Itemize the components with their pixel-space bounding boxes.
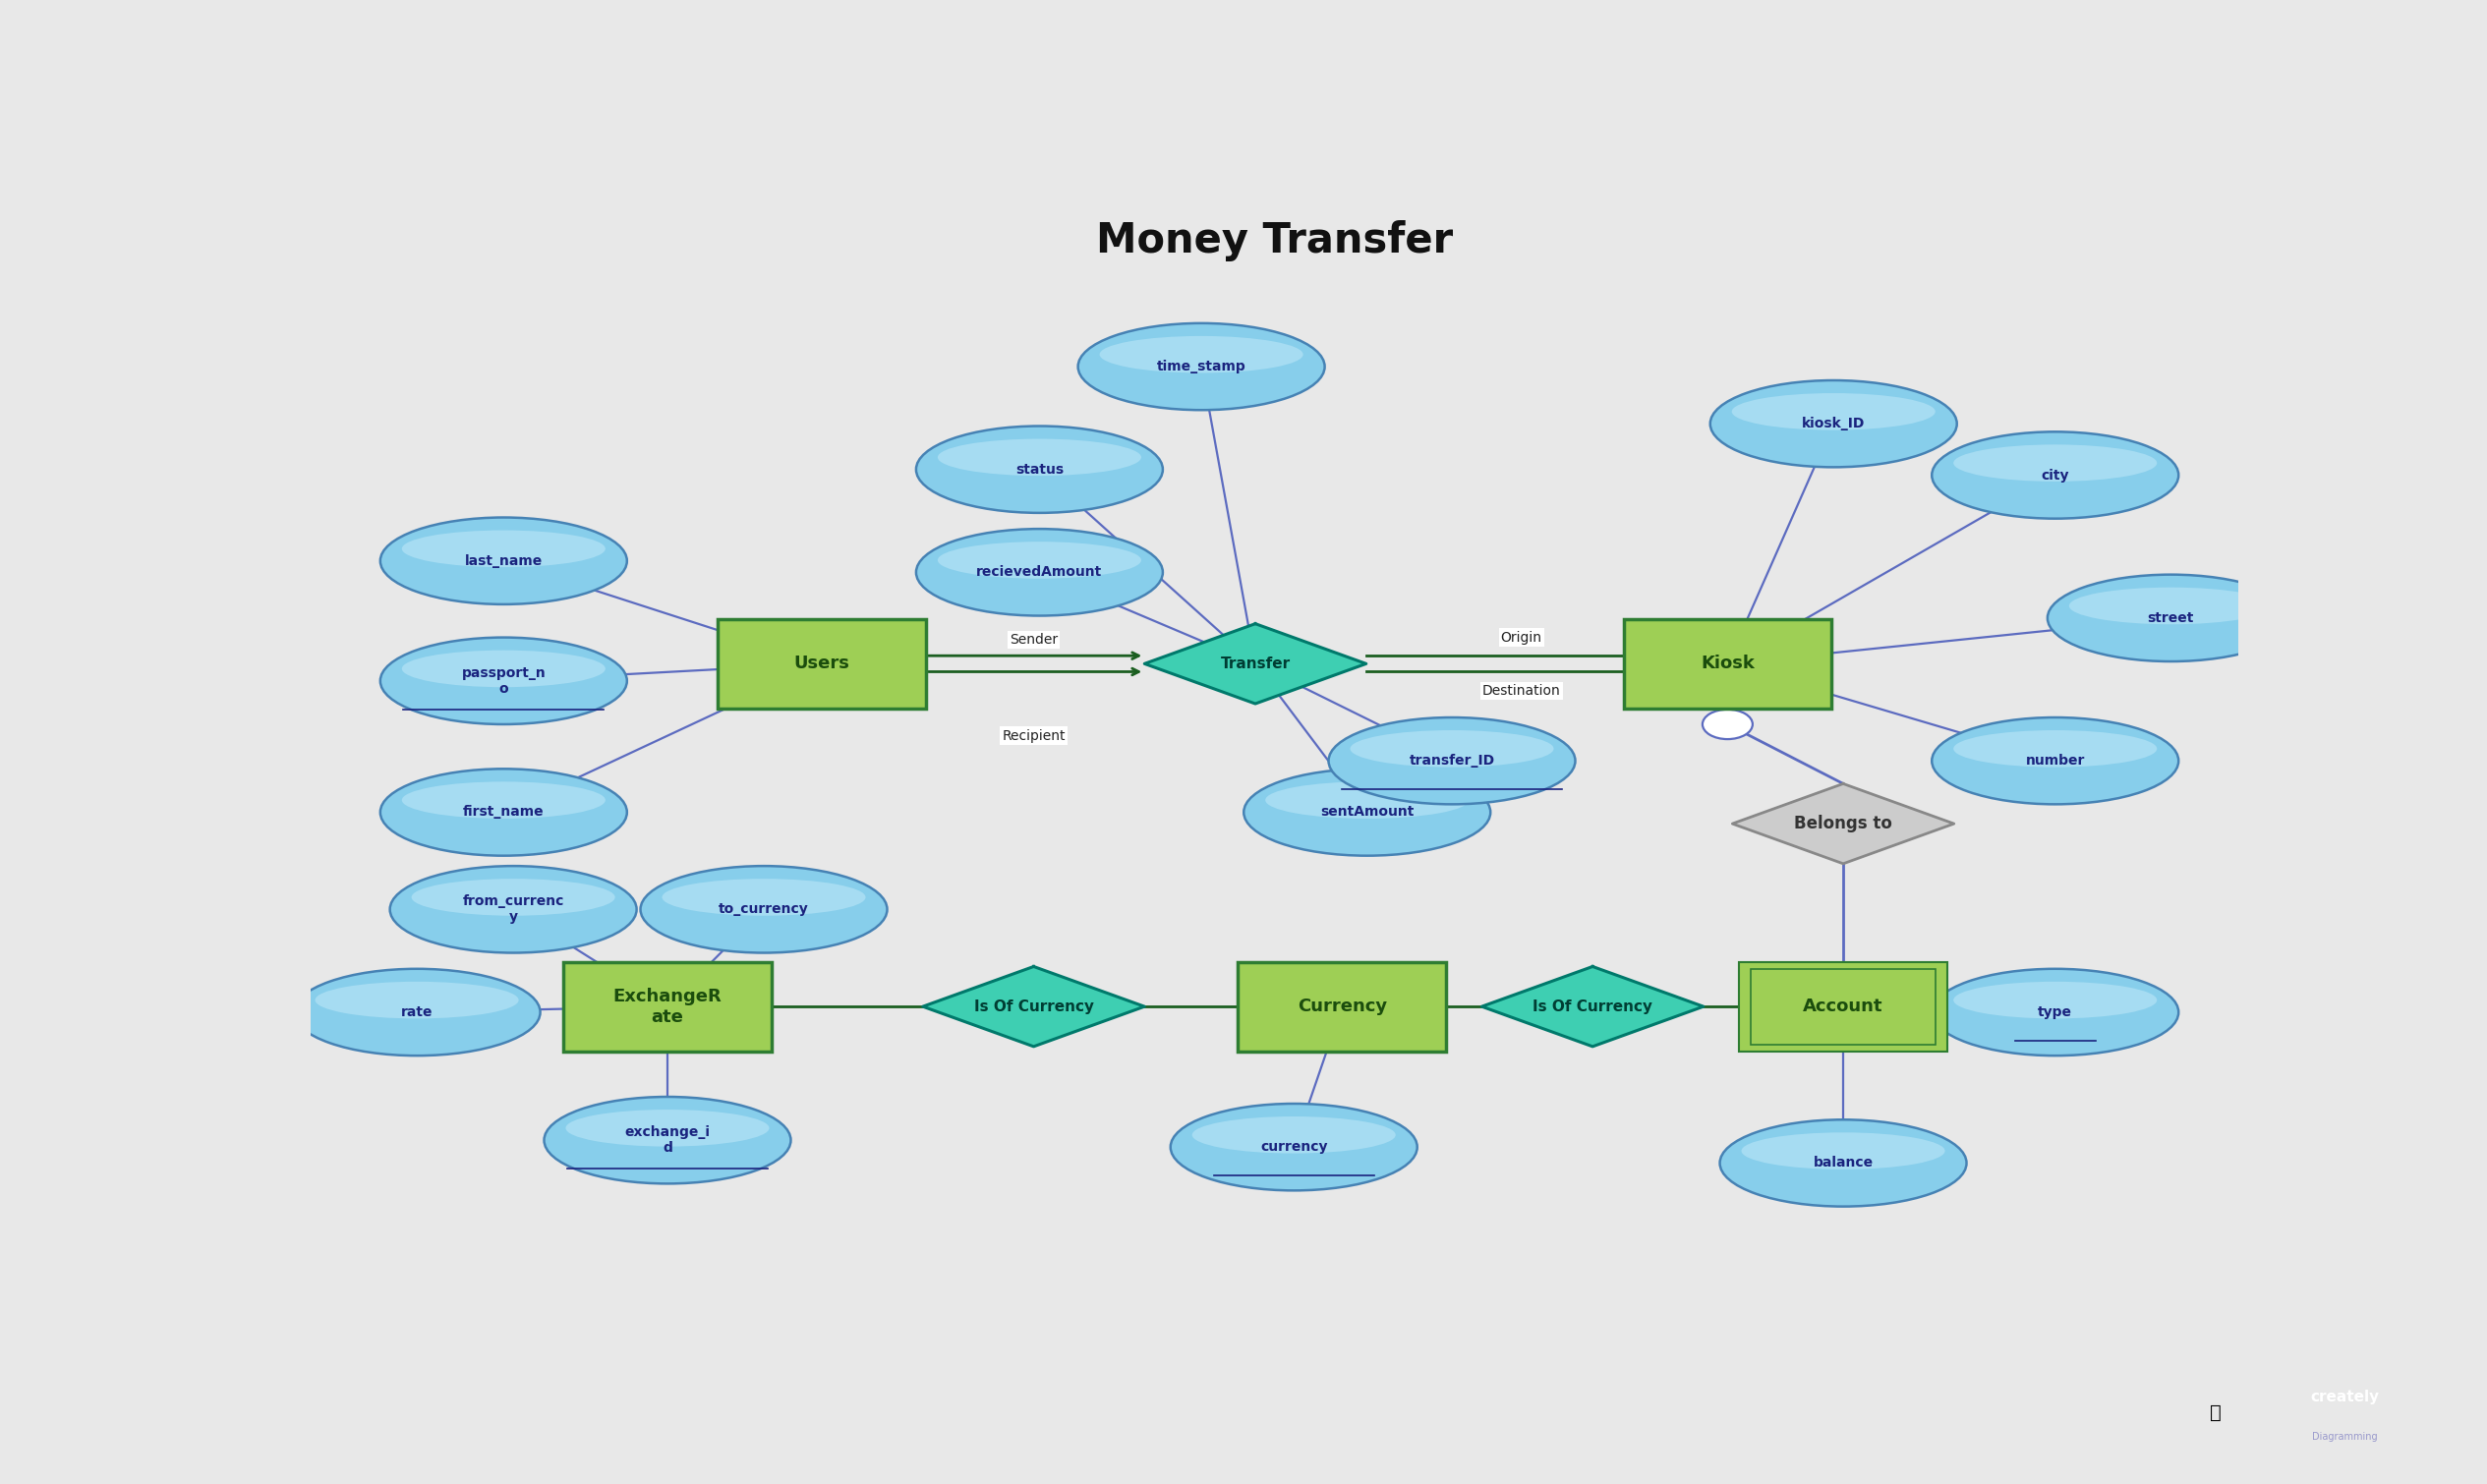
Text: first_name: first_name: [463, 806, 545, 819]
Text: Recipient: Recipient: [1002, 729, 1064, 742]
Text: creately: creately: [2310, 1391, 2380, 1405]
Circle shape: [1704, 709, 1753, 739]
Text: to_currency: to_currency: [719, 902, 808, 916]
Ellipse shape: [662, 879, 865, 916]
Text: passport_n
o: passport_n o: [463, 666, 545, 696]
Text: sentAmount: sentAmount: [1321, 806, 1415, 819]
Bar: [1239, 962, 1445, 1051]
Text: Is Of Currency: Is Of Currency: [1532, 999, 1651, 1014]
Bar: [565, 962, 771, 1051]
Text: Origin: Origin: [1500, 631, 1542, 644]
Ellipse shape: [1266, 782, 1470, 819]
Ellipse shape: [938, 542, 1142, 579]
Text: street: street: [2149, 611, 2194, 625]
Ellipse shape: [1952, 445, 2156, 481]
Ellipse shape: [381, 518, 627, 604]
Ellipse shape: [2069, 588, 2273, 625]
Ellipse shape: [938, 439, 1142, 476]
Text: Sender: Sender: [1010, 632, 1057, 647]
Ellipse shape: [1731, 393, 1935, 430]
Text: exchange_i
d: exchange_i d: [624, 1125, 711, 1155]
Text: Belongs to: Belongs to: [1793, 815, 1893, 833]
Text: currency: currency: [1261, 1140, 1328, 1155]
Ellipse shape: [1932, 969, 2179, 1055]
Ellipse shape: [1350, 730, 1554, 767]
Ellipse shape: [915, 426, 1164, 513]
Polygon shape: [1733, 784, 1955, 864]
Ellipse shape: [1711, 380, 1957, 467]
Text: Kiosk: Kiosk: [1701, 654, 1753, 672]
Ellipse shape: [316, 981, 520, 1018]
Ellipse shape: [1932, 432, 2179, 518]
Ellipse shape: [1099, 335, 1303, 372]
Text: balance: balance: [1813, 1156, 1873, 1169]
Ellipse shape: [381, 769, 627, 856]
Text: status: status: [1015, 463, 1064, 476]
Text: Is Of Currency: Is Of Currency: [975, 999, 1094, 1014]
Polygon shape: [1144, 623, 1365, 703]
Ellipse shape: [2047, 574, 2293, 662]
Text: Transfer: Transfer: [1221, 656, 1291, 671]
Bar: [1738, 962, 1947, 1051]
Text: number: number: [2024, 754, 2084, 767]
Text: from_currenc
y: from_currenc y: [463, 895, 565, 925]
Ellipse shape: [1952, 981, 2156, 1018]
Text: last_name: last_name: [465, 554, 542, 568]
Ellipse shape: [1328, 717, 1574, 804]
Text: Diagramming: Diagramming: [2313, 1432, 2378, 1442]
Text: recievedAmount: recievedAmount: [977, 565, 1102, 579]
Bar: [1624, 619, 1830, 708]
Ellipse shape: [381, 638, 627, 724]
Ellipse shape: [1741, 1132, 1945, 1169]
Ellipse shape: [1171, 1104, 1418, 1190]
Ellipse shape: [1932, 717, 2179, 804]
Text: Destination: Destination: [1482, 684, 1559, 697]
Text: Account: Account: [1803, 997, 1883, 1015]
Ellipse shape: [403, 530, 604, 567]
Ellipse shape: [390, 867, 637, 953]
Text: ExchangeR
ate: ExchangeR ate: [612, 987, 721, 1025]
Text: kiosk_ID: kiosk_ID: [1803, 417, 1865, 430]
Text: transfer_ID: transfer_ID: [1410, 754, 1495, 767]
Text: city: city: [2042, 469, 2069, 482]
Ellipse shape: [1191, 1116, 1395, 1153]
Text: 💡: 💡: [2211, 1404, 2221, 1422]
Text: rate: rate: [400, 1005, 433, 1020]
Text: Users: Users: [793, 654, 851, 672]
Ellipse shape: [1244, 769, 1490, 856]
Ellipse shape: [565, 1110, 768, 1147]
Text: Currency: Currency: [1298, 997, 1388, 1015]
Bar: [1751, 969, 1935, 1045]
Ellipse shape: [410, 879, 614, 916]
Text: Money Transfer: Money Transfer: [1097, 220, 1452, 261]
Text: time_stamp: time_stamp: [1156, 359, 1246, 374]
Ellipse shape: [545, 1097, 791, 1184]
Ellipse shape: [403, 650, 604, 687]
Ellipse shape: [1721, 1119, 1967, 1206]
Polygon shape: [923, 966, 1144, 1046]
Ellipse shape: [293, 969, 540, 1055]
Ellipse shape: [642, 867, 888, 953]
Ellipse shape: [915, 528, 1164, 616]
Ellipse shape: [403, 782, 604, 819]
Bar: [719, 619, 925, 708]
Ellipse shape: [1077, 324, 1326, 410]
Text: type: type: [2037, 1005, 2072, 1020]
Polygon shape: [1482, 966, 1704, 1046]
Ellipse shape: [1952, 730, 2156, 767]
